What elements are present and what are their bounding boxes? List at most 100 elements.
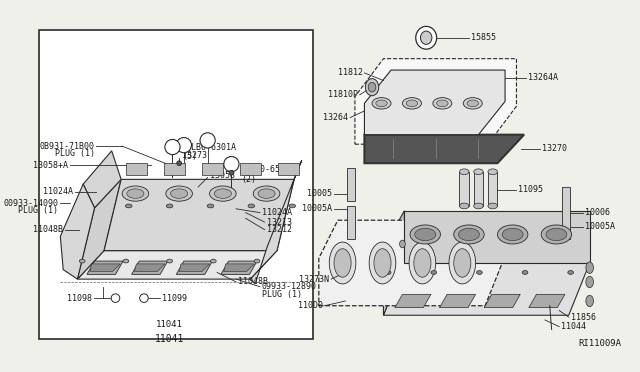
- Polygon shape: [355, 59, 516, 144]
- Text: 11856: 11856: [571, 312, 596, 322]
- Text: 15855: 15855: [471, 33, 496, 42]
- Bar: [126, 163, 147, 174]
- Polygon shape: [77, 179, 121, 279]
- Text: PLUG (1): PLUG (1): [262, 290, 302, 299]
- Ellipse shape: [416, 26, 436, 49]
- Ellipse shape: [214, 189, 232, 198]
- Ellipse shape: [79, 259, 85, 263]
- Polygon shape: [404, 211, 589, 263]
- Ellipse shape: [368, 83, 376, 92]
- Text: 00933-14090: 00933-14090: [3, 199, 58, 208]
- Ellipse shape: [474, 169, 483, 174]
- Text: 08LB6-6301A: 08LB6-6301A: [182, 142, 237, 151]
- Text: 10006: 10006: [585, 208, 610, 217]
- Ellipse shape: [458, 228, 479, 241]
- Text: 11041: 11041: [155, 334, 184, 344]
- Circle shape: [176, 138, 191, 153]
- Text: 11024A: 11024A: [43, 187, 73, 196]
- Polygon shape: [529, 294, 565, 308]
- Polygon shape: [364, 70, 505, 135]
- Text: 13270: 13270: [542, 144, 567, 153]
- Ellipse shape: [125, 204, 132, 208]
- Polygon shape: [364, 135, 524, 163]
- Polygon shape: [60, 184, 95, 279]
- Bar: [164, 163, 185, 174]
- Polygon shape: [77, 251, 277, 279]
- Text: B: B: [170, 142, 175, 151]
- Ellipse shape: [253, 186, 280, 201]
- Ellipse shape: [229, 170, 234, 175]
- Ellipse shape: [463, 97, 483, 109]
- Polygon shape: [87, 261, 123, 275]
- Text: 13273: 13273: [182, 151, 207, 160]
- Ellipse shape: [209, 186, 236, 201]
- Ellipse shape: [568, 270, 573, 275]
- Ellipse shape: [258, 189, 275, 198]
- Bar: [348, 206, 355, 239]
- Ellipse shape: [454, 225, 484, 244]
- Text: 10005A: 10005A: [302, 204, 332, 213]
- Ellipse shape: [369, 242, 396, 284]
- Ellipse shape: [329, 242, 356, 284]
- Text: 11098: 11098: [67, 294, 92, 303]
- Text: 11099: 11099: [162, 294, 187, 303]
- Text: 11048B: 11048B: [238, 278, 268, 286]
- Ellipse shape: [171, 189, 188, 198]
- Ellipse shape: [177, 161, 182, 166]
- Polygon shape: [224, 264, 254, 272]
- Ellipse shape: [248, 204, 255, 208]
- Ellipse shape: [454, 249, 471, 277]
- Ellipse shape: [460, 203, 469, 209]
- Polygon shape: [484, 294, 520, 308]
- Polygon shape: [395, 294, 431, 308]
- Text: RI11009A: RI11009A: [578, 339, 621, 348]
- Ellipse shape: [586, 276, 593, 288]
- Polygon shape: [440, 294, 476, 308]
- Ellipse shape: [436, 100, 448, 107]
- Text: 11810P: 11810P: [328, 90, 358, 99]
- Text: 11044: 11044: [561, 322, 586, 331]
- Text: (2): (2): [241, 175, 256, 184]
- Ellipse shape: [406, 100, 418, 107]
- Text: PLUG (1): PLUG (1): [19, 206, 58, 215]
- Text: 10005A: 10005A: [585, 222, 615, 231]
- Ellipse shape: [166, 204, 173, 208]
- Ellipse shape: [586, 262, 593, 273]
- Text: 11048B: 11048B: [33, 225, 63, 234]
- Text: 13058: 13058: [209, 171, 234, 180]
- Text: B: B: [205, 136, 210, 145]
- Ellipse shape: [488, 203, 497, 209]
- Text: 13264: 13264: [323, 113, 348, 122]
- Ellipse shape: [374, 249, 391, 277]
- Ellipse shape: [334, 249, 351, 277]
- Polygon shape: [83, 151, 121, 208]
- Ellipse shape: [289, 204, 296, 208]
- Ellipse shape: [123, 259, 129, 263]
- Ellipse shape: [474, 203, 483, 209]
- Text: 11095: 11095: [518, 185, 543, 194]
- Polygon shape: [383, 263, 589, 315]
- Ellipse shape: [541, 225, 572, 244]
- Ellipse shape: [477, 270, 483, 275]
- Polygon shape: [132, 261, 168, 275]
- Ellipse shape: [546, 228, 567, 241]
- Ellipse shape: [365, 78, 379, 96]
- Polygon shape: [179, 264, 209, 272]
- Bar: [474, 172, 483, 206]
- Ellipse shape: [122, 186, 148, 201]
- Ellipse shape: [433, 97, 452, 109]
- Polygon shape: [319, 220, 504, 306]
- Polygon shape: [104, 179, 294, 251]
- Polygon shape: [383, 211, 404, 315]
- Text: 0B931-71B00: 0B931-71B00: [40, 142, 95, 151]
- Text: 13212: 13212: [266, 225, 292, 234]
- Circle shape: [224, 157, 239, 172]
- Text: 13213: 13213: [266, 218, 292, 227]
- Text: PLUG (1): PLUG (1): [54, 149, 95, 158]
- Ellipse shape: [127, 189, 144, 198]
- Ellipse shape: [403, 97, 422, 109]
- Polygon shape: [134, 264, 165, 272]
- Ellipse shape: [497, 225, 528, 244]
- Bar: [278, 163, 299, 174]
- Polygon shape: [176, 261, 212, 275]
